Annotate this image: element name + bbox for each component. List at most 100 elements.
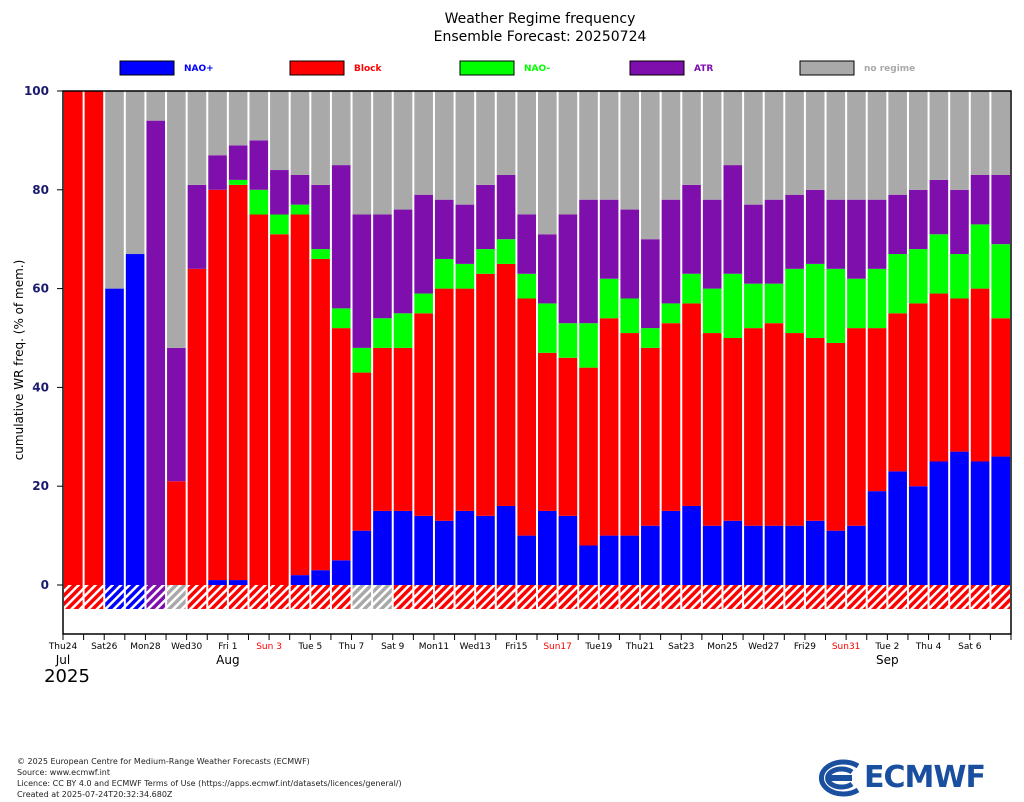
dominant-regime-marker [311, 585, 330, 609]
bar-segment [723, 520, 743, 585]
bar-segment [538, 303, 557, 353]
bar-segment [393, 209, 413, 314]
bar-segment [538, 510, 557, 585]
bar-segment [826, 530, 846, 585]
bar-segment [270, 234, 289, 585]
bar-segment [373, 347, 392, 511]
bar-segment [702, 288, 722, 334]
dominant-regime-marker [228, 585, 248, 609]
bar-segment [929, 179, 949, 235]
bar-segment [558, 357, 578, 516]
x-tick-label: Fri15 [505, 642, 527, 652]
x-tick-label: Thu21 [625, 642, 654, 652]
bar-segment [455, 263, 475, 289]
bar-segment [908, 303, 928, 487]
bar-segment [826, 268, 846, 343]
dominant-regime-marker [764, 585, 784, 609]
dominant-regime-marker [270, 585, 289, 609]
bar-segment [434, 91, 454, 200]
bar-segment [641, 525, 660, 585]
x-tick-label: Thu24 [48, 642, 78, 652]
bar-segment [393, 347, 413, 511]
footer-created: Created at 2025-07-24T20:32:34.680Z [17, 790, 173, 799]
month-label: Aug [216, 653, 239, 667]
bar-segment [352, 530, 372, 585]
bar-segment [785, 525, 804, 585]
bar-segment [764, 199, 784, 284]
bar-segment [434, 258, 454, 289]
bar-segment [991, 174, 1010, 245]
bar-segment [311, 570, 330, 585]
dominant-regime-marker [826, 585, 846, 609]
dominant-regime-marker [599, 585, 619, 609]
bar-segment [290, 214, 310, 576]
bar-segment [661, 510, 681, 585]
bar-segment [558, 91, 578, 215]
chart: Weather Regime frequency Ensemble Foreca… [12, 11, 1012, 687]
bar-segment [847, 278, 866, 329]
bar-segment [393, 313, 413, 348]
bar-segment [125, 254, 145, 585]
bar-segment [847, 91, 866, 200]
bar-segment [641, 347, 660, 526]
dominant-regime-marker [620, 585, 640, 609]
bar-segment [599, 278, 619, 319]
bar-segment [414, 194, 433, 294]
bar-segment [311, 258, 330, 571]
dominant-regime-marker [331, 585, 351, 609]
bar-segment [270, 91, 289, 171]
dominant-regime-marker [538, 585, 557, 609]
bar-segment [579, 545, 598, 585]
dominant-regime-marker [558, 585, 578, 609]
chart-subtitle: Ensemble Forecast: 20250724 [434, 29, 647, 45]
bar-segment [538, 91, 557, 235]
bar-segment [641, 91, 660, 240]
bar-segment [805, 91, 825, 190]
dominant-regime-marker [208, 585, 227, 609]
x-tick-label: Mon28 [130, 642, 161, 652]
bar-segment [867, 328, 887, 492]
year-label: 2025 [44, 666, 90, 687]
dominant-regime-marker [290, 585, 310, 609]
bar-segment [476, 184, 495, 250]
bar-segment [208, 155, 227, 190]
bar-segment [311, 184, 330, 250]
bar-segment [702, 91, 722, 200]
bar-segment [208, 189, 227, 581]
bar-segment [373, 91, 392, 215]
bar-segment [290, 174, 310, 205]
bar-segment [599, 199, 619, 279]
bar-segment [434, 288, 454, 521]
bar-segment [702, 525, 722, 585]
dominant-regime-marker [455, 585, 475, 609]
x-tick-label: Sat 9 [381, 642, 405, 652]
dominant-regime-marker [579, 585, 598, 609]
bar-segment [723, 338, 743, 521]
bar-segment [538, 234, 557, 304]
bar-segment [991, 318, 1010, 457]
bar-segment [290, 575, 310, 585]
bar-segment [579, 367, 598, 546]
bar-segment [249, 189, 269, 215]
bar-segment [352, 372, 372, 531]
x-tick-label: Sat 6 [958, 642, 982, 652]
bar-segment [950, 451, 969, 585]
bar-segment [455, 204, 475, 264]
bar-segment [888, 471, 907, 585]
bar-segment [785, 268, 804, 334]
dominant-regime-marker [950, 585, 969, 609]
bar-segment [826, 199, 846, 269]
bar-segment [744, 525, 763, 585]
y-tick-label: 100 [24, 84, 49, 98]
bar-segment [249, 214, 269, 585]
bar-segment [599, 535, 619, 585]
dominant-regime-marker [682, 585, 701, 609]
bar-segment [517, 273, 536, 299]
bar-segment [929, 234, 949, 294]
bar-segment [785, 333, 804, 526]
bar-segment [476, 91, 495, 185]
dominant-regime-marker [970, 585, 990, 609]
x-tick-label: Thu 4 [915, 642, 942, 652]
bar-segment [991, 456, 1010, 585]
bar-segment [847, 525, 866, 585]
